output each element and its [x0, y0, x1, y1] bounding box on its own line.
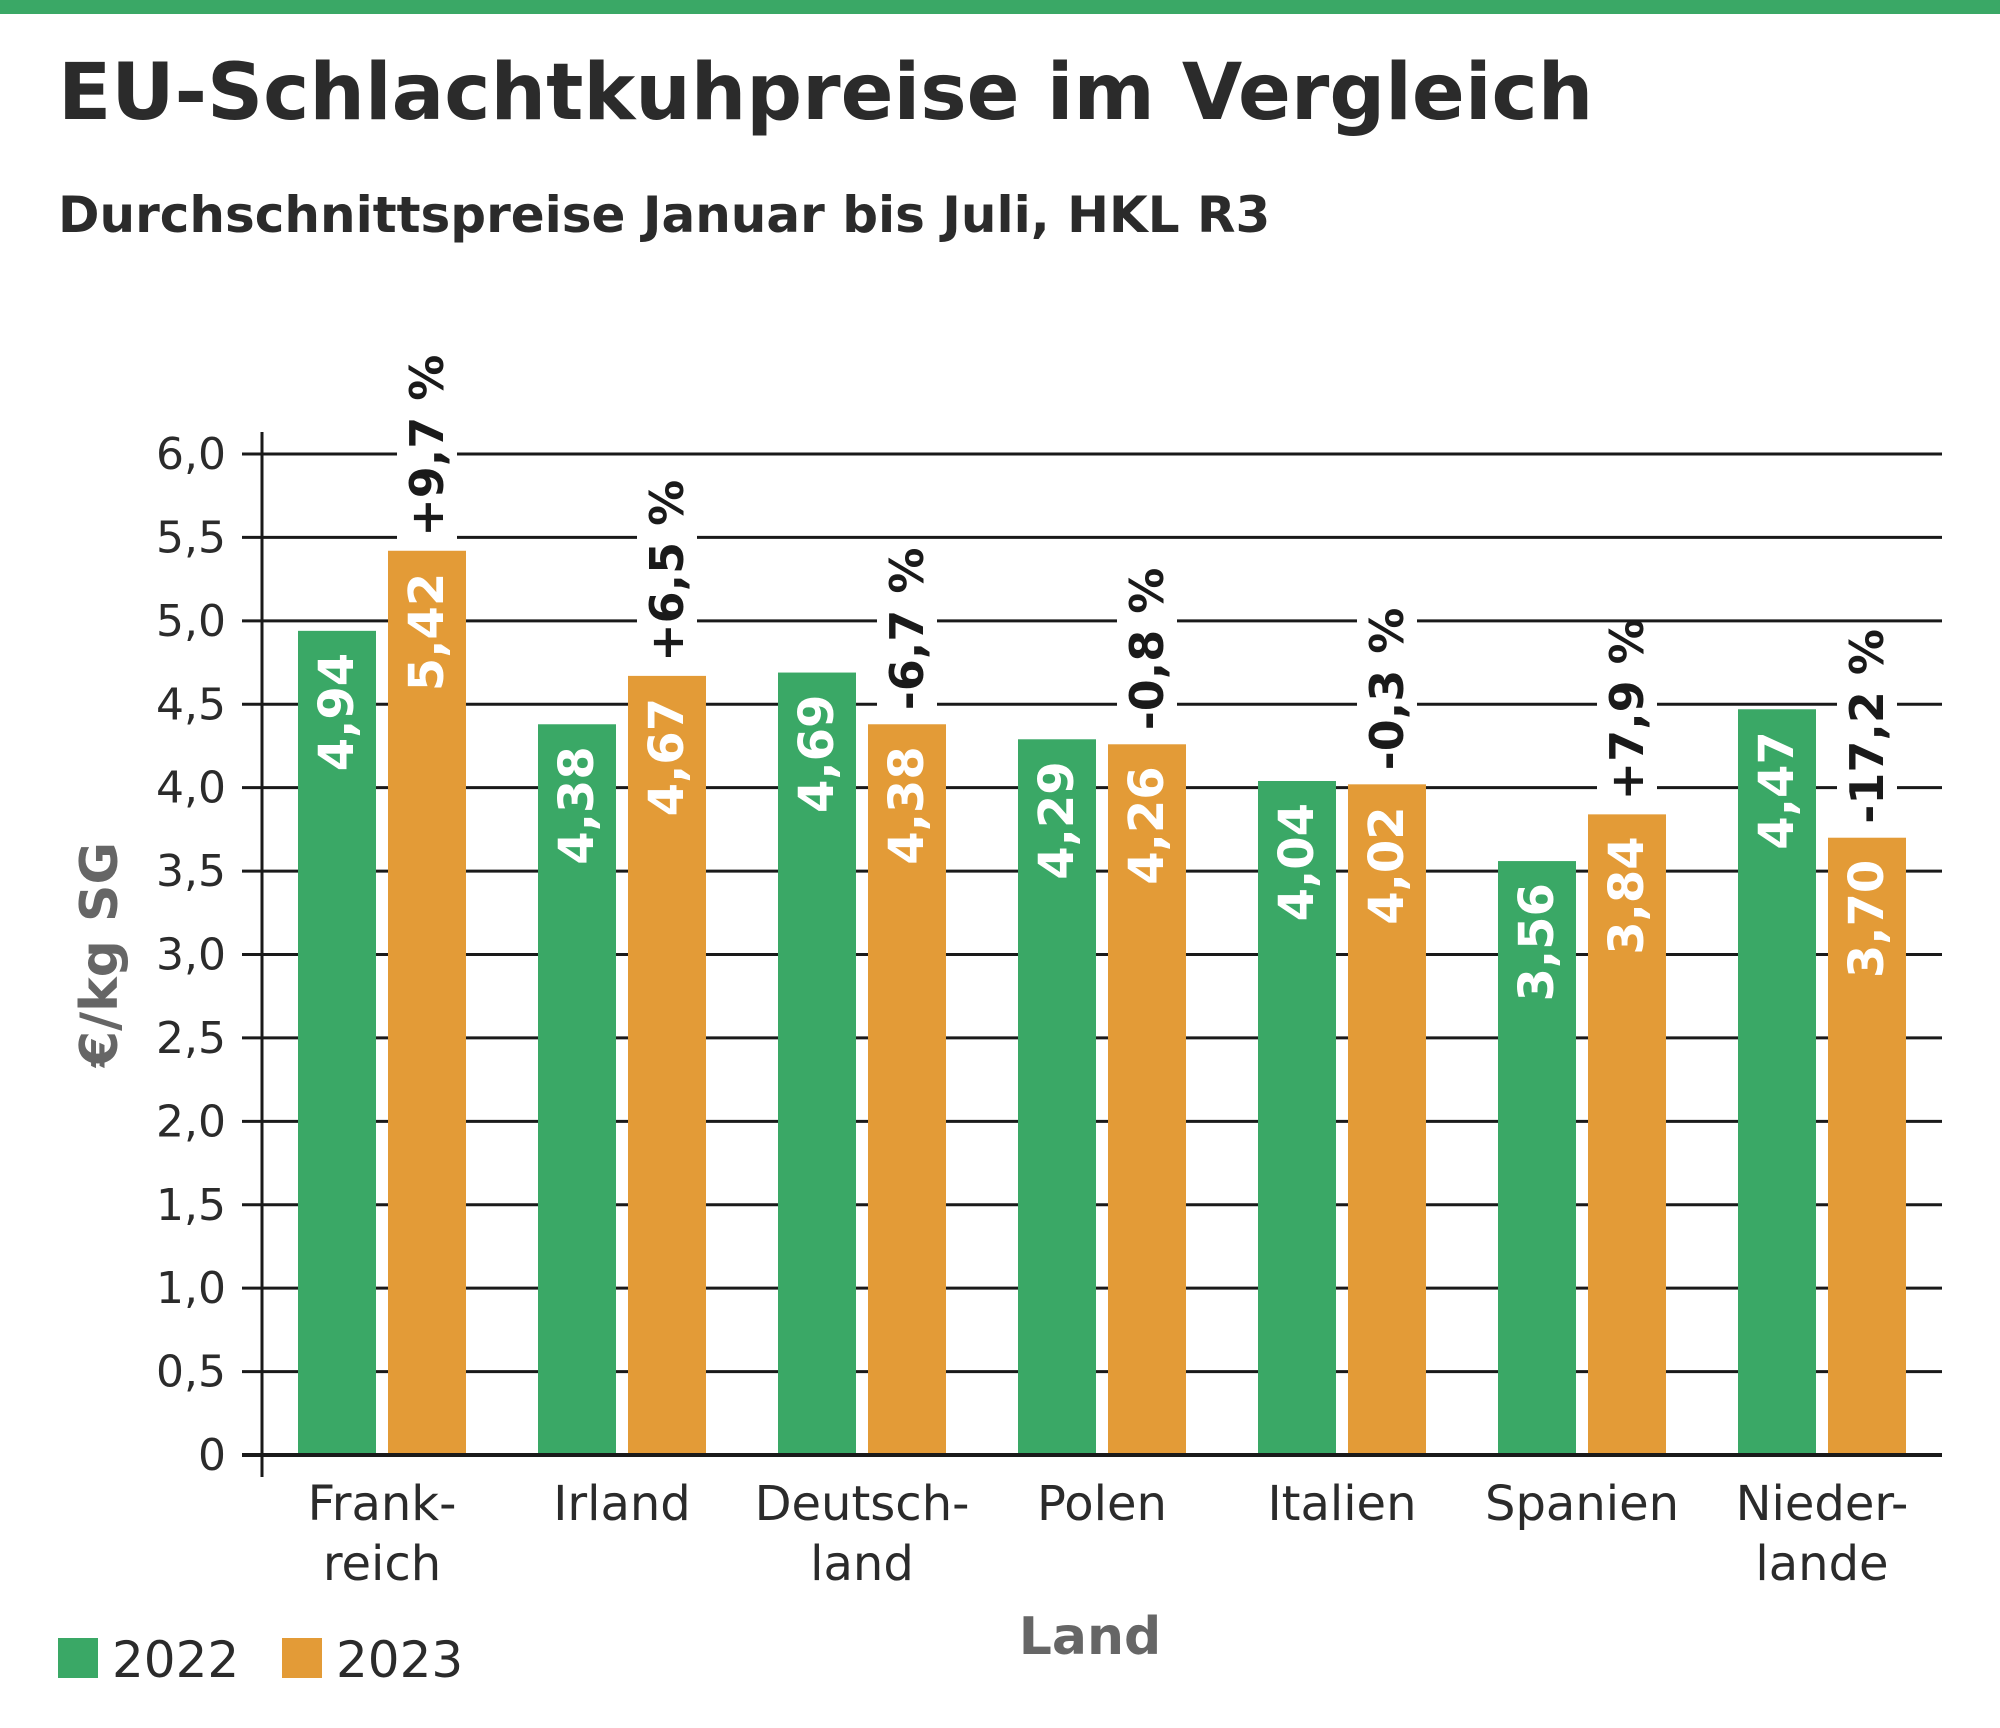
change-label-backdrop: [877, 540, 937, 719]
bar-2023-0: [388, 550, 466, 1455]
y-axis-title: €/kg SG: [70, 842, 130, 1068]
x-tick-label: Polen: [1037, 1476, 1167, 1532]
change-label: -0,8 %: [1120, 568, 1174, 731]
y-tick-label: 3,0: [156, 930, 226, 981]
x-tick-label: reich: [323, 1536, 441, 1592]
bar-2022-5: [1498, 861, 1576, 1455]
change-label: -6,7 %: [880, 548, 934, 711]
y-tick-label: 2,5: [156, 1013, 226, 1064]
bar-2023-3: [1108, 744, 1186, 1455]
legend-swatch-2023: [282, 1638, 322, 1678]
bar-2022-3: [1018, 739, 1096, 1455]
x-tick-label: Frank-: [308, 1476, 457, 1532]
bar-2023-6: [1828, 837, 1906, 1455]
bar-2023-4: [1348, 784, 1426, 1455]
bar-value-label: 4,94: [309, 653, 365, 771]
bar-2023-5: [1588, 814, 1666, 1455]
change-label-backdrop: [1117, 560, 1177, 739]
y-tick-label: 5,5: [156, 512, 226, 563]
bar-value-label: 4,47: [1749, 731, 1805, 849]
y-tick-label: 0,5: [156, 1347, 226, 1398]
legend-label-2022: 2022: [112, 1631, 239, 1689]
y-tick-label: 4,0: [156, 763, 226, 814]
change-label: +9,7 %: [400, 355, 454, 537]
bar-value-label: 5,42: [399, 573, 455, 691]
y-tick-label: 2,0: [156, 1096, 226, 1147]
bar-2022-1: [538, 724, 616, 1455]
change-label: +7,9 %: [1600, 618, 1654, 800]
x-tick-label: Nieder-: [1736, 1476, 1909, 1532]
bar-2022-2: [778, 672, 856, 1455]
y-tick-label: 1,5: [156, 1180, 226, 1231]
change-label: -0,3 %: [1360, 608, 1414, 771]
bar-2022-4: [1258, 780, 1336, 1455]
bar-value-label: 4,38: [549, 746, 605, 864]
chart-title: EU-Schlachtkuhpreise im Vergleich: [58, 48, 1594, 138]
y-tick-label: 6,0: [156, 429, 226, 480]
y-tick-label: 5,0: [156, 596, 226, 647]
y-tick-label: 0: [198, 1430, 226, 1481]
bar-value-label: 4,26: [1119, 766, 1175, 884]
change-label-backdrop: [1837, 626, 1897, 832]
bar-2022-6: [1738, 709, 1816, 1455]
change-label-backdrop: [1357, 600, 1417, 779]
x-tick-label: lande: [1755, 1536, 1888, 1592]
x-tick-label: Italien: [1267, 1476, 1416, 1532]
bar-value-label: 3,70: [1839, 860, 1895, 978]
y-tick-label: 1,0: [156, 1263, 226, 1314]
bar-value-label: 3,84: [1599, 836, 1655, 954]
bar-2023-1: [628, 675, 706, 1455]
chart-subtitle: Durchschnittspreise Januar bis Juli, HKL…: [58, 186, 1271, 244]
bar-value-label: 4,29: [1029, 761, 1085, 879]
bar-value-label: 4,69: [789, 695, 845, 813]
change-label-backdrop: [1597, 630, 1657, 809]
x-tick-label: Irland: [553, 1476, 691, 1532]
y-tick-label: 3,5: [156, 846, 226, 897]
bar-2023-2: [868, 724, 946, 1455]
bar-value-label: 4,38: [879, 746, 935, 864]
bar-value-label: 3,56: [1509, 883, 1565, 1001]
legend-swatch-2022: [58, 1638, 98, 1678]
bar-2022-0: [298, 630, 376, 1455]
bar-value-label: 4,04: [1269, 803, 1325, 921]
change-label-backdrop: [397, 366, 457, 545]
x-tick-label: land: [810, 1536, 914, 1592]
y-tick-label: 4,5: [156, 679, 226, 730]
change-label: -17,2 %: [1840, 629, 1894, 824]
bar-value-label: 4,67: [639, 698, 695, 816]
x-tick-label: Spanien: [1485, 1476, 1679, 1532]
top-accent-bar: [0, 0, 2000, 14]
legend-label-2023: 2023: [336, 1631, 463, 1689]
x-axis-title: Land: [1019, 1607, 1161, 1667]
bar-value-label: 4,02: [1359, 806, 1415, 924]
x-tick-label: Deutsch-: [755, 1476, 970, 1532]
change-label-backdrop: [637, 491, 697, 670]
change-label: +6,5 %: [640, 480, 694, 662]
